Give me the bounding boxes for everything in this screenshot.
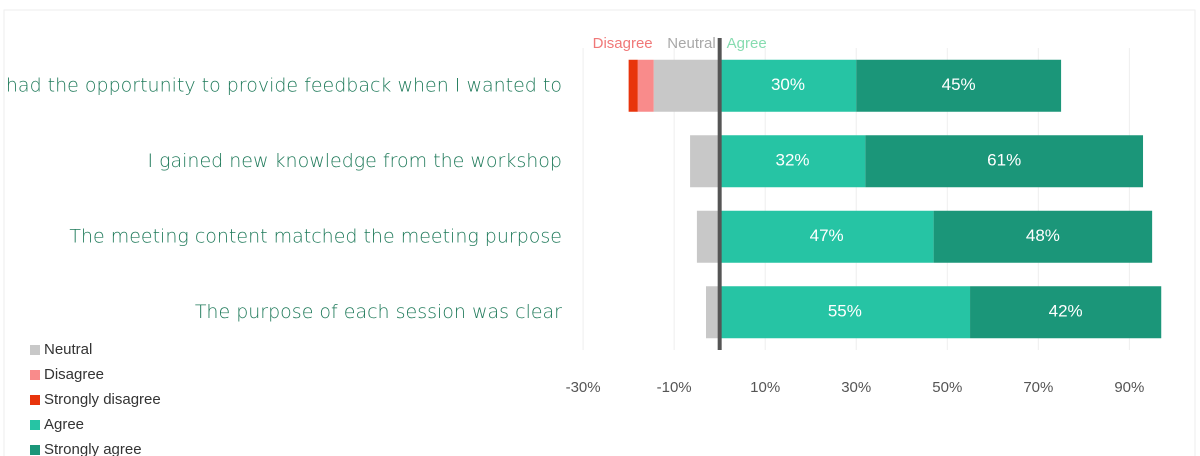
legend-label: Strongly agree: [44, 441, 142, 456]
value-label: 47%: [810, 226, 844, 245]
value-label: 32%: [775, 151, 809, 170]
bar-segment: [706, 286, 720, 339]
x-tick-label: -30%: [566, 379, 601, 396]
category-label: I gained new knowledge from the workshop: [147, 150, 562, 172]
annotation: Disagree: [593, 35, 653, 52]
bar-segment: [933, 210, 1153, 263]
bar-segment: [865, 135, 1144, 188]
bar-segment: [719, 286, 971, 339]
value-label: 42%: [1049, 302, 1083, 321]
bar-segment: [719, 210, 934, 263]
legend-label: Neutral: [44, 341, 92, 358]
category-label: The meeting content matched the meeting …: [69, 225, 562, 247]
value-label: 55%: [828, 302, 862, 321]
legend-swatch: [30, 395, 40, 405]
bar-segment: [970, 286, 1162, 339]
category-label: I had the opportunity to provide feedbac…: [0, 74, 562, 96]
value-label: 45%: [942, 75, 976, 94]
frame: [3, 9, 1196, 456]
x-tick-label: 70%: [1023, 379, 1053, 396]
bar-segment: [628, 59, 638, 112]
legend-swatch: [30, 445, 40, 455]
bar-segment: [653, 59, 720, 112]
x-tick-label: 30%: [841, 379, 871, 396]
bar-segment: [637, 59, 654, 112]
annotation: Neutral: [667, 35, 715, 52]
legend-swatch: [30, 420, 40, 430]
legend-label: Agree: [44, 416, 84, 433]
bar-segment: [690, 135, 720, 188]
legend-swatch: [30, 370, 40, 380]
bar-segment: [856, 59, 1062, 112]
legend-label: Strongly disagree: [44, 391, 161, 408]
annotation: Agree: [727, 35, 767, 52]
category-label: The purpose of each session was clear: [195, 301, 562, 323]
x-tick-label: 10%: [750, 379, 780, 396]
bar-segment: [719, 59, 857, 112]
x-tick-label: 50%: [932, 379, 962, 396]
value-label: 61%: [987, 151, 1021, 170]
bar-segment: [696, 210, 720, 263]
bar-segment: [719, 135, 866, 188]
value-label: 30%: [771, 75, 805, 94]
legend-swatch: [30, 345, 40, 355]
x-tick-label: 90%: [1114, 379, 1144, 396]
value-label: 48%: [1026, 226, 1060, 245]
x-tick-label: -10%: [657, 379, 692, 396]
legend-label: Disagree: [44, 366, 104, 383]
